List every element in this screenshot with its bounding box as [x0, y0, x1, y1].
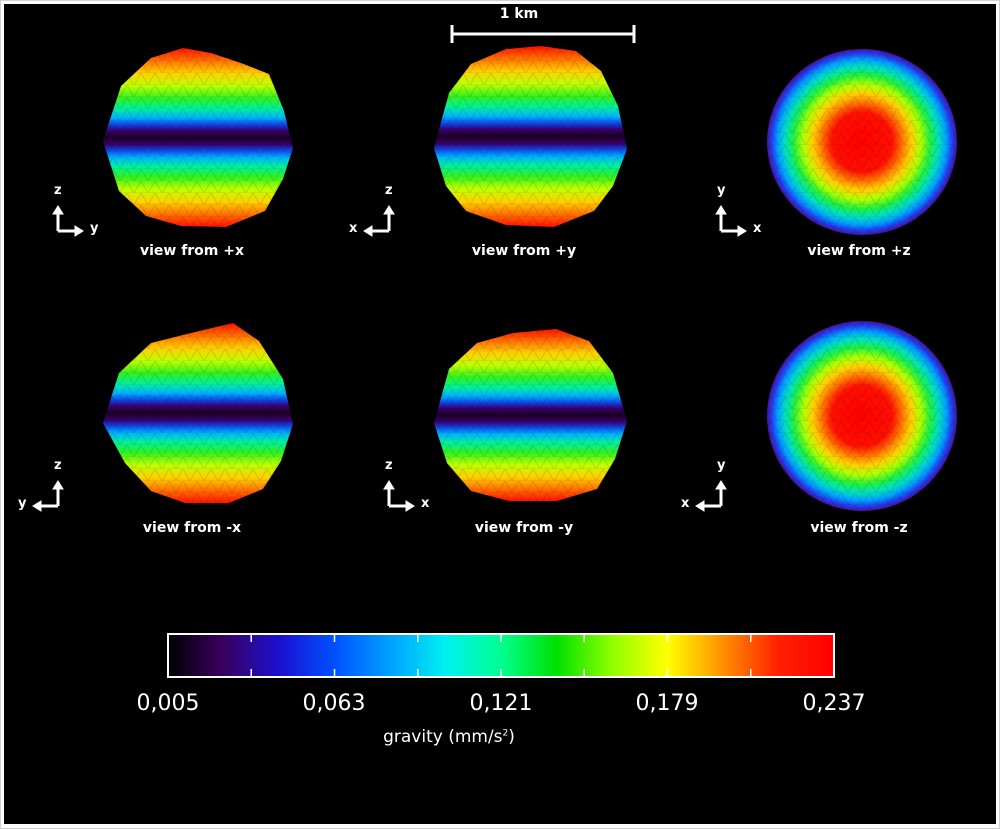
axis-up-label: z — [385, 183, 393, 198]
asteroid-mesh — [103, 323, 293, 503]
view-label: view from -x — [142, 520, 242, 536]
view-label: view from +z — [807, 243, 911, 259]
scale-bar — [450, 25, 636, 43]
colorbar-tick-label: 0,237 — [802, 691, 866, 716]
axis-indicator — [383, 480, 415, 512]
axis-side-label: x — [421, 496, 430, 511]
scale-bar-label: 1 km — [499, 6, 539, 22]
asteroid-views — [103, 46, 957, 511]
asteroid-mesh — [767, 49, 957, 235]
axis-up-label: y — [717, 458, 726, 473]
axis-side-label: y — [90, 221, 99, 236]
asteroid-mesh — [434, 46, 627, 227]
colorbar-title: gravity (mm/s2) — [383, 727, 515, 747]
colorbar-ticks — [250, 634, 752, 677]
axis-side-label: y — [18, 496, 27, 511]
colorbar-tick-label: 0,063 — [302, 691, 366, 716]
axis-indicator — [695, 480, 727, 512]
colorbar-tick-label: 0,121 — [469, 691, 533, 716]
axis-indicator — [363, 205, 395, 237]
colorbar-tick-label: 0,179 — [635, 691, 699, 716]
axis-up-label: z — [54, 183, 62, 198]
axis-indicator — [715, 205, 747, 237]
axis-side-label: x — [753, 221, 762, 236]
axis-indicators — [32, 205, 747, 512]
view-label: view from -z — [810, 520, 908, 536]
axis-indicator — [52, 205, 84, 237]
axis-up-label: z — [385, 458, 393, 473]
view-label: view from -y — [474, 520, 574, 536]
axis-up-label: z — [54, 458, 62, 473]
colorbar-tick-label: 0,005 — [136, 691, 200, 716]
axis-side-label: x — [681, 496, 690, 511]
view-label: view from +y — [471, 243, 577, 259]
asteroid-mesh — [103, 48, 293, 227]
axis-indicator — [32, 480, 64, 512]
axis-side-label: x — [349, 221, 358, 236]
asteroid-mesh — [767, 321, 957, 511]
axis-up-label: y — [717, 183, 726, 198]
view-label: view from +x — [139, 243, 245, 259]
asteroid-mesh — [434, 329, 627, 501]
